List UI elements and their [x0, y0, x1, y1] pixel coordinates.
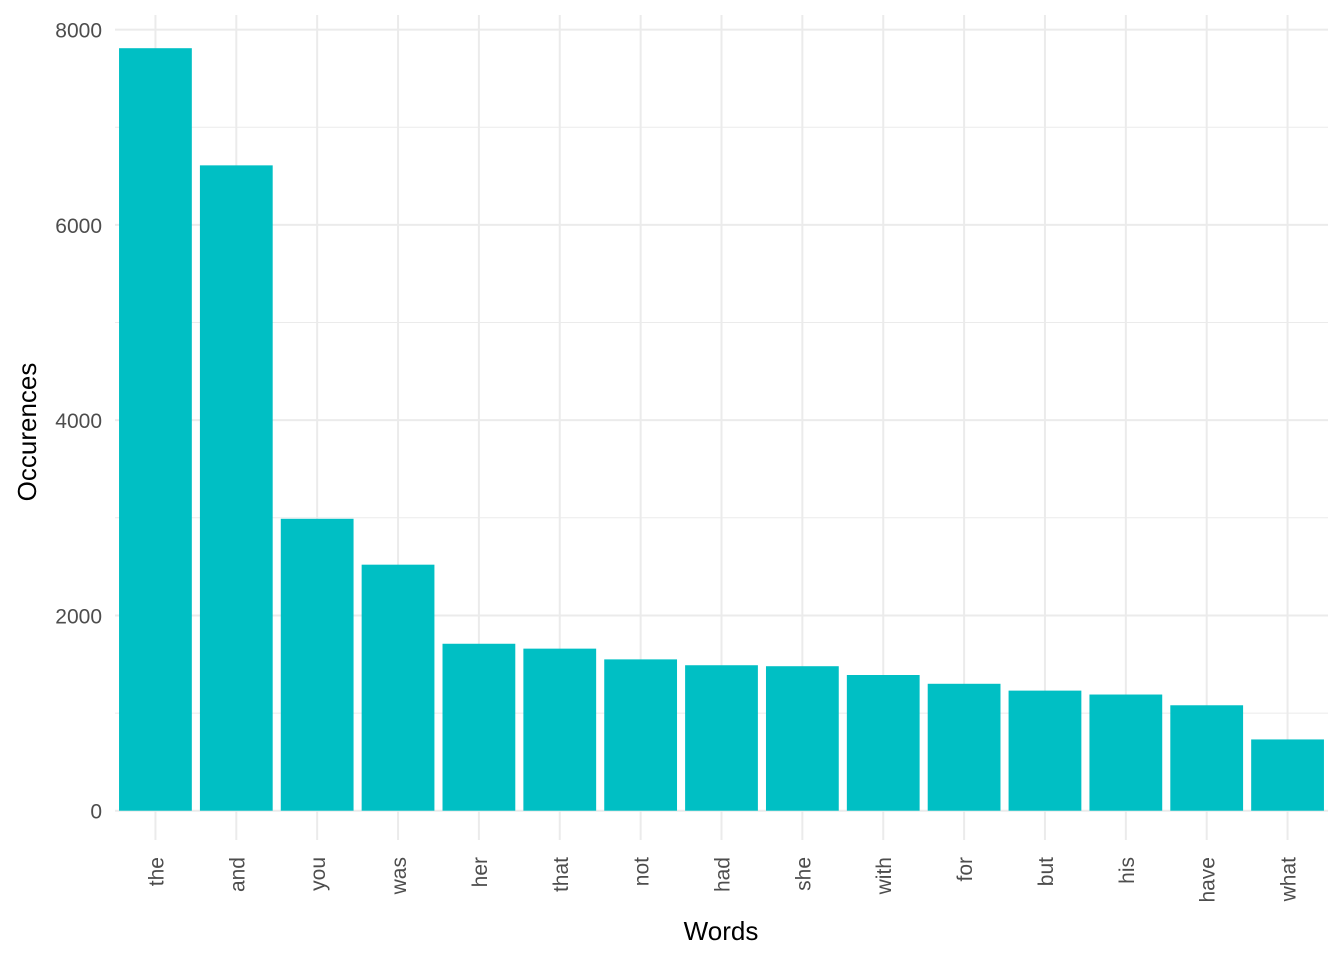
x-tick-label: not [631, 857, 654, 886]
bar-you [280, 518, 354, 811]
x-tick-label: for [954, 857, 977, 882]
bar-that [523, 648, 597, 811]
x-tick-label: what [1278, 857, 1301, 903]
x-tick-label: with [873, 857, 896, 895]
x-tick-label: her [469, 857, 492, 887]
bar-his [1089, 694, 1163, 811]
bar-but [1008, 690, 1082, 811]
x-tick-label: but [1035, 857, 1058, 886]
y-axis-ticks: 0 2000 4000 6000 8000 [55, 20, 102, 824]
bar-not [604, 659, 678, 811]
y-axis-title: Occurences [12, 363, 42, 502]
bars [119, 48, 1324, 811]
bar-was [361, 564, 435, 811]
bar-had [685, 665, 758, 811]
x-tick-label: the [145, 857, 168, 886]
y-tick-label: 8000 [55, 20, 102, 43]
bar-and [199, 165, 273, 811]
x-tick-label: you [307, 857, 330, 891]
bar-with [846, 675, 920, 811]
y-tick-label: 2000 [55, 605, 102, 628]
x-tick-label: and [226, 857, 249, 892]
x-axis-ticks: the and you was her that not had she with for but hi… [145, 857, 1300, 903]
x-tick-label: had [712, 857, 735, 892]
x-tick-label: that [550, 857, 573, 892]
y-tick-label: 0 [90, 801, 102, 824]
x-tick-label: his [1116, 857, 1139, 884]
y-tick-label: 6000 [55, 215, 102, 238]
bar-what [1251, 739, 1324, 811]
bar-her [442, 643, 516, 811]
x-tick-label: was [388, 857, 411, 895]
bar-have [1170, 705, 1244, 811]
x-tick-label: she [792, 857, 815, 891]
x-tick-label: have [1197, 857, 1220, 903]
x-axis-title: Words [684, 916, 759, 946]
bar-for [927, 683, 1001, 811]
y-tick-label: 4000 [55, 410, 102, 433]
bar-she [765, 666, 839, 811]
bar-the [119, 48, 192, 811]
